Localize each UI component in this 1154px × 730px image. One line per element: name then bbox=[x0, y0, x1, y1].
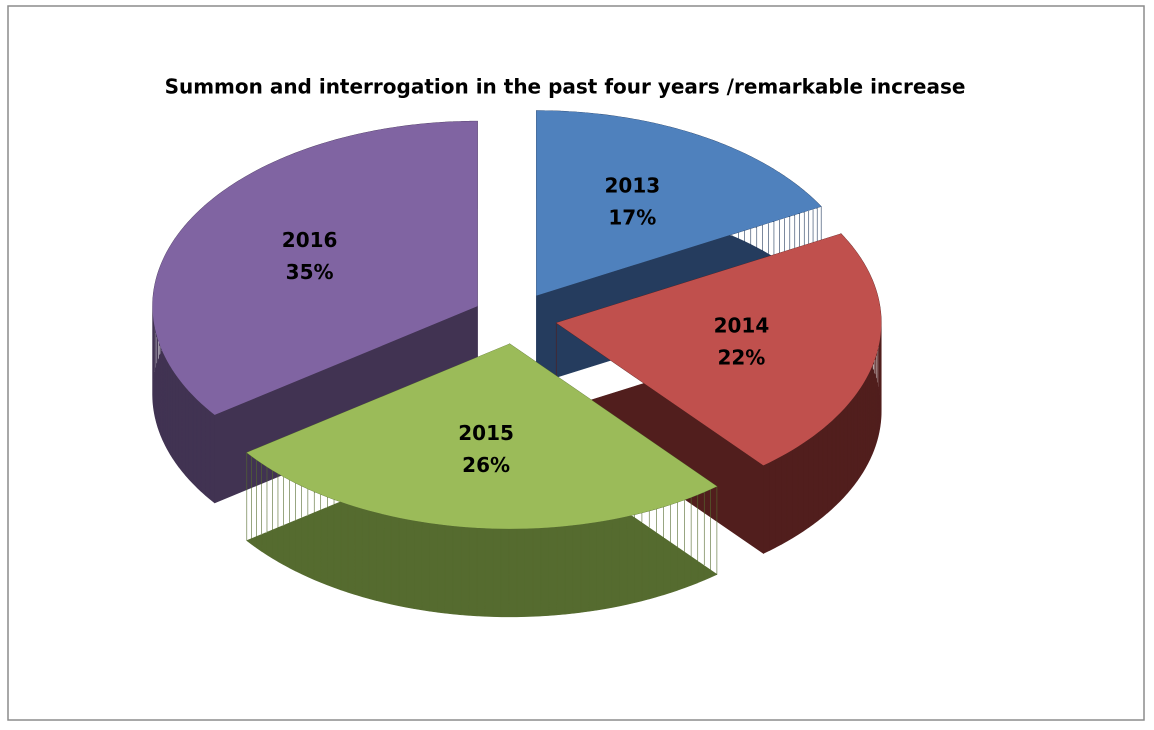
slice bbox=[152, 121, 478, 415]
slice bbox=[536, 110, 822, 296]
chart-title: Summon and interrogation in the past fou… bbox=[165, 75, 966, 99]
slice-group: 2014 22% bbox=[555, 232, 882, 554]
slice-category-label: 2014 bbox=[714, 313, 770, 337]
slice bbox=[246, 343, 717, 529]
slice-value-label: 26% bbox=[462, 453, 510, 477]
slice-category-label: 2015 bbox=[458, 421, 514, 445]
slice-value-label: 22% bbox=[717, 345, 765, 369]
slice-value-label: 17% bbox=[608, 206, 656, 230]
slice bbox=[556, 233, 882, 466]
slice-category-label: 2016 bbox=[282, 228, 338, 252]
slice-group: 2015 26% bbox=[246, 343, 718, 618]
slice-value-label: 35% bbox=[286, 260, 334, 284]
slice-category-label: 2013 bbox=[604, 174, 660, 198]
